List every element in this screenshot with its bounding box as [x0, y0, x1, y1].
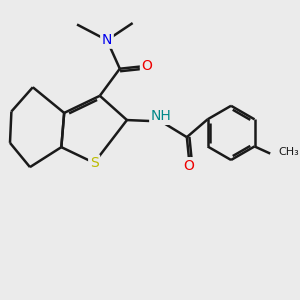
Text: CH₃: CH₃ — [279, 147, 299, 157]
Text: S: S — [90, 156, 98, 170]
Text: O: O — [142, 59, 152, 73]
Text: N: N — [102, 33, 112, 47]
Text: O: O — [183, 159, 194, 173]
Text: NH: NH — [151, 109, 172, 123]
